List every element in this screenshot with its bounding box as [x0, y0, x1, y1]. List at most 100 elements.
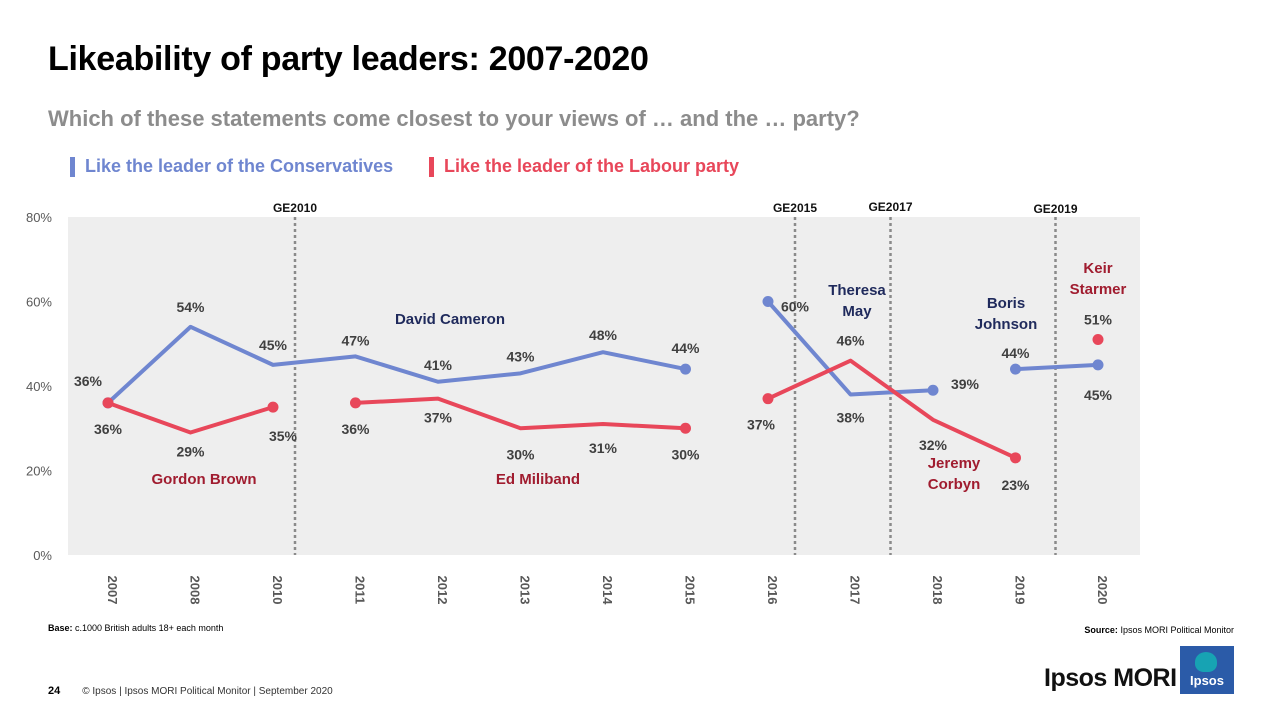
conservative-data-label: 47%: [341, 332, 370, 348]
conservative-data-point: [680, 363, 691, 375]
x-tick-label: 2016: [765, 576, 780, 605]
conservative-data-point: [1010, 363, 1021, 375]
election-label: GE2015: [773, 201, 817, 215]
leader-annotation-line: David Cameron: [395, 311, 505, 328]
x-tick-label: 2011: [353, 576, 368, 604]
x-tick-label: 2018: [930, 576, 945, 605]
conservative-data-label: 60%: [781, 299, 810, 315]
base-label: Base:: [48, 623, 73, 633]
source-label: Source:: [1084, 625, 1118, 635]
ipsos-logo: Ipsos: [1180, 646, 1234, 694]
x-tick-label: 2013: [518, 576, 533, 605]
labour-data-label: 37%: [424, 410, 453, 426]
x-tick-label: 2020: [1095, 576, 1110, 605]
conservative-data-label: 39%: [951, 376, 980, 392]
labour-data-label: 29%: [176, 443, 205, 459]
labour-data-point: [350, 397, 361, 409]
leader-annotation: Theresa May: [828, 282, 886, 320]
y-tick-label: 80%: [26, 210, 52, 225]
labour-data-point: [1010, 452, 1021, 464]
labour-data-label: 46%: [836, 333, 865, 349]
conservative-data-point: [1092, 359, 1104, 371]
labour-data-label: 30%: [671, 446, 700, 462]
source-text: Ipsos MORI Political Monitor: [1120, 625, 1234, 635]
page-title: Likeability of party leaders: 2007-2020: [48, 40, 649, 78]
conservative-data-label: 44%: [671, 340, 700, 356]
conservative-data-label: 36%: [74, 373, 103, 389]
logo-text: Ipsos: [1190, 673, 1224, 688]
conservative-data-label: 45%: [259, 337, 288, 353]
leader-annotation-line: Corbyn: [928, 476, 981, 493]
labour-data-point: [267, 401, 279, 413]
conservative-series-line: [106, 324, 688, 405]
labour-data-point: [680, 422, 691, 434]
labour-series-line: [766, 358, 1018, 460]
conservative-data-label: 43%: [506, 348, 535, 364]
labour-data-label: 37%: [747, 417, 776, 433]
labour-data-label: 36%: [94, 421, 123, 437]
conservative-data-label: 45%: [1084, 387, 1113, 403]
base-note: Base: c.1000 British adults 18+ each mon…: [48, 623, 223, 633]
election-label: GE2010: [273, 201, 317, 215]
labour-data-label: 23%: [1001, 477, 1030, 493]
labour-data-label: 32%: [919, 437, 948, 453]
x-tick-label: 2015: [683, 576, 698, 605]
x-tick-label: 2014: [600, 576, 615, 606]
labour-data-label: 30%: [506, 446, 535, 462]
labour-data-label: 51%: [1084, 312, 1113, 328]
labour-data-point: [1092, 334, 1104, 346]
y-tick-label: 60%: [26, 295, 52, 310]
leader-annotation-line: Starmer: [1070, 281, 1127, 298]
conservative-data-point: [927, 384, 939, 396]
legend-label-labour: Like the leader of the Labour party: [444, 156, 740, 176]
leader-annotation-line: Johnson: [975, 316, 1038, 333]
y-tick-label: 40%: [26, 379, 52, 394]
leader-annotation: Gordon Brown: [152, 471, 257, 488]
x-tick-label: 2017: [848, 576, 863, 605]
conservative-data-label: 41%: [424, 357, 453, 373]
conservative-series-line: [1013, 362, 1100, 372]
legend-swatch-conservatives: [70, 156, 75, 177]
labour-data-label: 31%: [589, 440, 618, 456]
leader-annotation-line: Boris: [987, 295, 1025, 312]
x-tick-label: 2019: [1013, 576, 1028, 605]
labour-data-label: 36%: [341, 421, 370, 437]
y-tick-label: 0%: [33, 548, 52, 563]
base-text: c.1000 British adults 18+ each month: [75, 623, 224, 633]
conservative-data-label: 38%: [836, 409, 865, 425]
leader-annotation-line: May: [842, 303, 872, 320]
legend-item-labour: Like the leader of the Labour party: [429, 156, 739, 177]
leader-annotation-line: Ed Miliband: [496, 471, 580, 488]
y-tick-label: 20%: [26, 464, 52, 479]
labour-data-point: [102, 397, 114, 409]
election-label: GE2017: [868, 200, 912, 214]
conservative-data-label: 54%: [176, 299, 205, 315]
labour-series-line: [353, 396, 688, 431]
x-tick-label: 2007: [105, 576, 120, 605]
legend-label-conservatives: Like the leader of the Conservatives: [85, 156, 394, 176]
labour-data-label: 35%: [269, 428, 298, 444]
labour-data-point: [762, 393, 774, 405]
leader-annotation-line: Jeremy: [928, 455, 981, 472]
page-subtitle: Which of these statements come closest t…: [48, 106, 860, 131]
leader-annotation: Keir Starmer: [1070, 260, 1127, 298]
legend-swatch-labour: [429, 156, 434, 177]
plot-area: [68, 217, 1140, 555]
footer: 24 © Ipsos | Ipsos MORI Political Monito…: [48, 685, 333, 697]
legend-item-conservatives: Like the leader of the Conservatives: [70, 156, 393, 177]
conservative-data-label: 48%: [589, 327, 618, 343]
leader-annotation: Boris Johnson: [975, 295, 1038, 333]
conservative-series-line: [766, 299, 935, 397]
election-label: GE2019: [1033, 202, 1077, 216]
leader-annotation: Jeremy Corbyn: [928, 455, 981, 493]
page-number: 24: [48, 685, 61, 697]
brand-wordmark: Ipsos MORI: [1044, 664, 1177, 692]
x-tick-label: 2010: [270, 576, 285, 605]
leader-annotation: Ed Miliband: [496, 471, 580, 488]
conservative-data-label: 44%: [1001, 345, 1030, 361]
x-tick-label: 2008: [188, 576, 203, 605]
conservative-data-point: [762, 296, 774, 307]
x-tick-label: 2012: [435, 576, 450, 605]
leader-annotation-line: Keir: [1083, 260, 1112, 277]
